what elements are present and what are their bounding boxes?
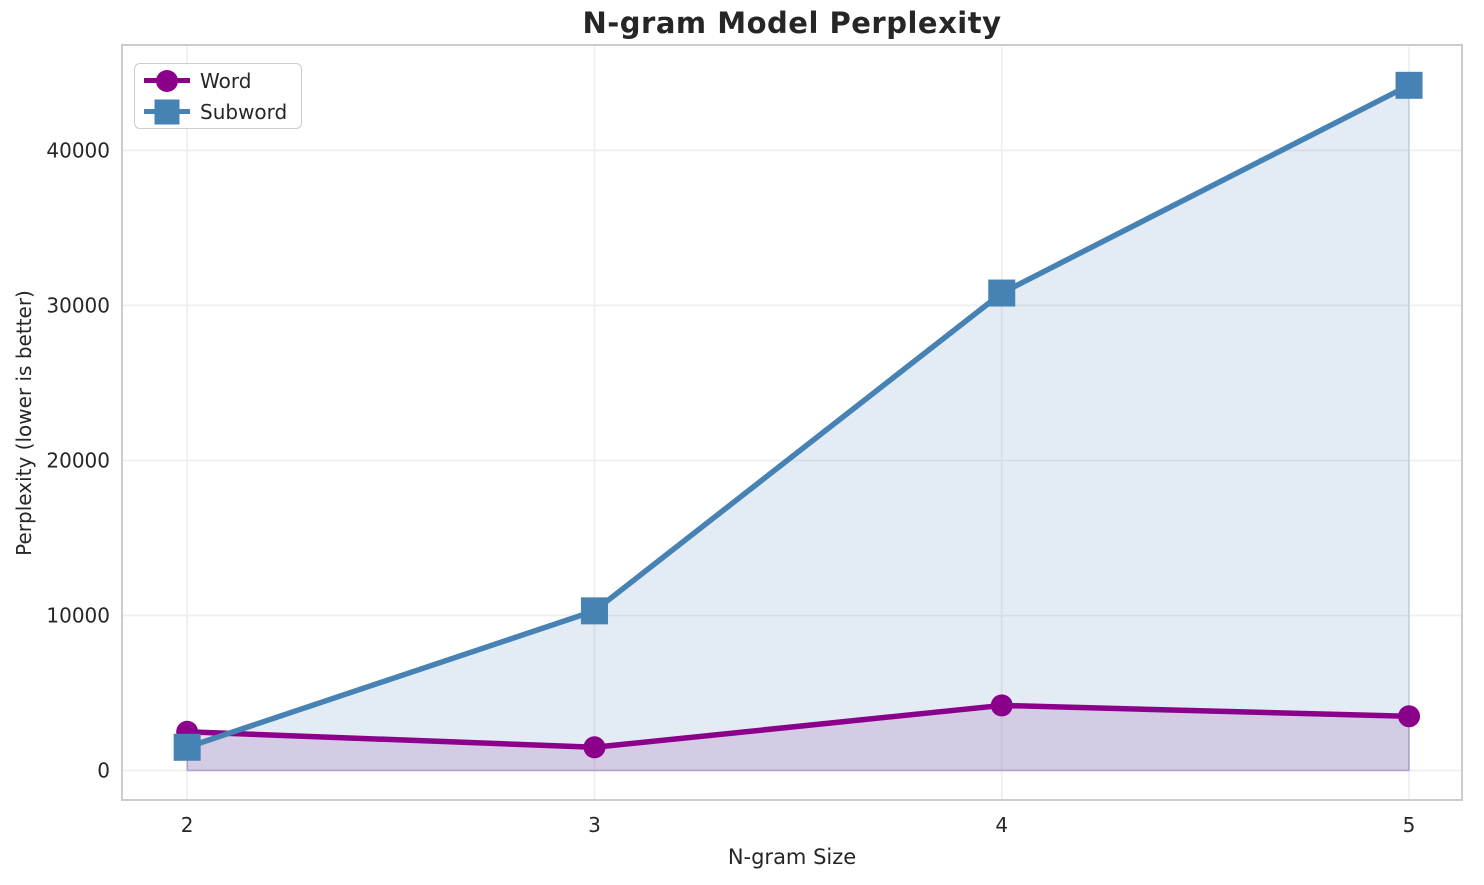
subword-marker bbox=[988, 279, 1016, 307]
subword-marker bbox=[1395, 71, 1423, 99]
x-tick-label: 3 bbox=[588, 813, 601, 837]
legend-label-word: Word bbox=[200, 68, 252, 93]
y-axis-label: Perplexity (lower is better) bbox=[12, 290, 36, 556]
word-marker bbox=[583, 736, 606, 759]
y-tick-label: 30000 bbox=[46, 293, 110, 317]
x-tick-label: 2 bbox=[181, 813, 194, 837]
subword-area-fill bbox=[186, 84, 1410, 772]
word-marker bbox=[1398, 705, 1421, 728]
y-tick-label: 10000 bbox=[46, 604, 110, 628]
y-tick-label: 40000 bbox=[46, 138, 110, 162]
word-line bbox=[184, 702, 1412, 751]
y-tick-label: 20000 bbox=[46, 448, 110, 472]
word-line-sample bbox=[144, 67, 190, 95]
word-marker bbox=[990, 694, 1013, 717]
subword-marker bbox=[173, 733, 201, 761]
x-tick-label: 5 bbox=[1403, 813, 1416, 837]
y-tick-label: 0 bbox=[97, 759, 110, 783]
subword-marker bbox=[580, 597, 608, 625]
legend-label-subword: Subword bbox=[200, 99, 288, 124]
word-circle-marker-icon bbox=[156, 69, 178, 92]
subword-square-marker-icon bbox=[154, 99, 180, 124]
x-axis-label: N-gram Size bbox=[727, 845, 857, 869]
subword-line-sample bbox=[144, 98, 190, 126]
legend-item-word: Word bbox=[144, 67, 301, 95]
chart-title: N-gram Model Perplexity bbox=[582, 6, 1002, 40]
plot-border bbox=[121, 44, 1463, 801]
legend: Word Subword bbox=[134, 63, 302, 129]
legend-item-subword: Subword bbox=[144, 98, 301, 126]
subword-line bbox=[184, 82, 1412, 751]
x-tick-label: 4 bbox=[995, 813, 1008, 837]
